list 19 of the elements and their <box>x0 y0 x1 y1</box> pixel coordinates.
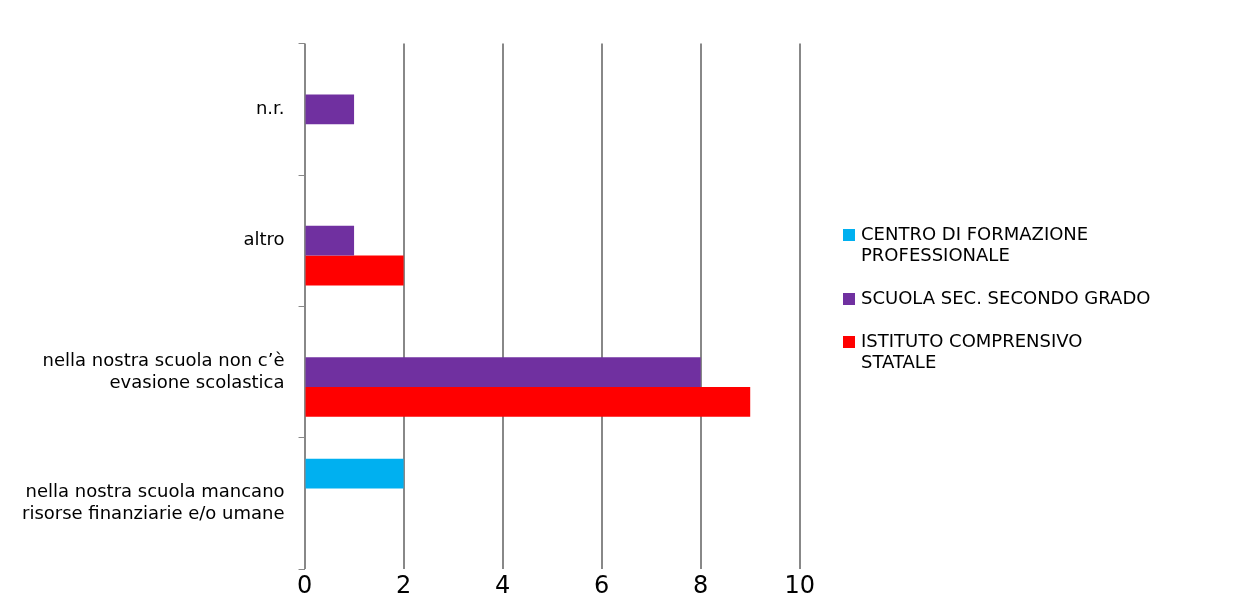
legend-label: ISTITUTO COMPRENSIVO STATALE <box>861 330 1084 372</box>
x-tick-label: 0 <box>296 570 313 599</box>
bar <box>305 458 404 489</box>
bar <box>305 225 355 256</box>
bar <box>305 386 751 417</box>
legend-label: CENTRO DI FORMAZIONE PROFESSIONALE <box>861 223 1090 265</box>
bar <box>305 255 404 286</box>
x-tick-label: 10 <box>784 570 815 599</box>
y-tick-label: n.r. <box>255 96 285 118</box>
x-tick-label: 4 <box>494 570 511 599</box>
legend-label: SCUOLA SEC. SECONDO GRADO <box>861 287 1152 308</box>
bar <box>305 357 701 387</box>
x-tick-label: 6 <box>594 570 610 599</box>
y-tick-label: nella nostra scuola non c’è evasione scolastica <box>42 348 285 392</box>
x-tick-label: 2 <box>395 570 412 599</box>
bar <box>305 94 355 125</box>
y-tick-label: altro <box>243 228 285 250</box>
y-tick-label: nella nostra scuola mancano risorse finanziarie e/o umane <box>21 480 285 523</box>
x-tick-label: 8 <box>693 570 709 599</box>
